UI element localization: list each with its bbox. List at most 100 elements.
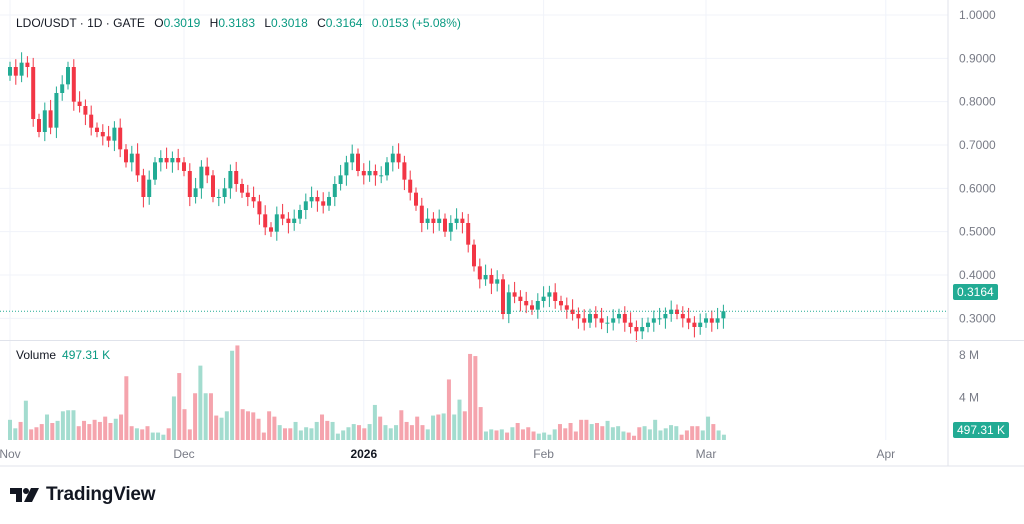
candle-body bbox=[89, 114, 94, 128]
candle-body bbox=[651, 318, 656, 323]
candle-body bbox=[350, 153, 355, 163]
candle-body bbox=[460, 218, 465, 223]
volume-bar bbox=[589, 424, 594, 440]
candle-body bbox=[48, 110, 53, 128]
candle-body bbox=[564, 305, 569, 310]
candle-body bbox=[669, 309, 674, 314]
volume-bar bbox=[346, 427, 351, 440]
volume-bar bbox=[103, 416, 108, 440]
candle-body bbox=[559, 301, 563, 306]
candle-body bbox=[66, 67, 70, 85]
candle-body bbox=[576, 314, 581, 319]
brand-name: TradingView bbox=[46, 484, 156, 505]
candle-body bbox=[222, 188, 227, 197]
candle-body bbox=[100, 132, 105, 137]
volume-value: 497.31 K bbox=[62, 348, 111, 362]
volume-bar bbox=[605, 420, 610, 440]
candle-body bbox=[680, 314, 685, 319]
volume-bar bbox=[92, 419, 97, 440]
candle-body bbox=[182, 162, 186, 171]
candle-body bbox=[170, 158, 175, 163]
symbol-label[interactable]: LDO/USDT · 1D · GATE bbox=[16, 16, 145, 30]
volume-bar bbox=[669, 425, 674, 440]
volume-bar bbox=[314, 421, 319, 440]
volume-bar bbox=[108, 423, 113, 440]
candle-body bbox=[19, 62, 24, 76]
volume-bar bbox=[240, 409, 245, 440]
volume-bar bbox=[208, 393, 213, 440]
candle-body bbox=[309, 197, 314, 202]
volume-bar bbox=[304, 427, 309, 440]
volume-bar bbox=[700, 430, 705, 440]
volume-bar bbox=[473, 356, 478, 440]
volume-bar bbox=[621, 431, 626, 440]
volume-bar bbox=[557, 424, 562, 440]
candle-body bbox=[640, 327, 645, 332]
volume-bar bbox=[674, 426, 679, 440]
high-value: 0.3183 bbox=[218, 16, 256, 30]
candle-body bbox=[657, 318, 662, 320]
volume-bar bbox=[357, 425, 362, 440]
candle-body bbox=[535, 301, 540, 310]
volume-bar bbox=[60, 411, 65, 440]
volume-bar bbox=[584, 419, 589, 440]
volume-bar bbox=[29, 429, 34, 440]
candle-body bbox=[31, 67, 36, 119]
candle-body bbox=[205, 166, 210, 176]
candle-body bbox=[617, 314, 621, 319]
candle-body bbox=[54, 93, 59, 128]
volume-bar bbox=[325, 420, 330, 440]
volume-bar bbox=[335, 433, 340, 440]
candle-body bbox=[83, 106, 88, 115]
volume-label[interactable]: Volume bbox=[16, 348, 57, 362]
candle-body bbox=[315, 197, 320, 202]
candle-body bbox=[518, 296, 523, 301]
volume-bar bbox=[203, 393, 208, 440]
candle-body bbox=[663, 314, 668, 319]
volume-bar bbox=[18, 421, 23, 440]
candle-body bbox=[292, 218, 297, 223]
volume-bar bbox=[39, 424, 44, 440]
volume-bar bbox=[653, 419, 658, 440]
candle-body bbox=[327, 197, 331, 206]
volume-bar bbox=[71, 410, 76, 440]
change-value: 0.0153 (+5.08%) bbox=[371, 16, 461, 30]
volume-bar bbox=[679, 434, 684, 440]
volume-bar bbox=[383, 425, 388, 440]
candle-body bbox=[605, 322, 610, 324]
price-tick-label: 0.9000 bbox=[959, 51, 996, 65]
candle-body bbox=[396, 153, 401, 163]
volume-bar bbox=[409, 425, 414, 440]
volume-tick-label: 8 M bbox=[959, 348, 979, 362]
volume-bar bbox=[119, 414, 124, 440]
volume-bar bbox=[76, 426, 81, 440]
volume-bar bbox=[378, 416, 383, 440]
volume-bar bbox=[531, 431, 536, 440]
tradingview-brand[interactable]: TradingView bbox=[10, 484, 156, 506]
candle-body bbox=[709, 318, 714, 323]
candle-body bbox=[176, 158, 181, 163]
volume-legend: Volume 497.31 K bbox=[16, 348, 110, 362]
candle-body bbox=[42, 110, 47, 132]
candle-body bbox=[147, 179, 152, 197]
volume-bar bbox=[298, 430, 303, 440]
volume-bar bbox=[45, 414, 50, 440]
price-tick-label: 0.3000 bbox=[959, 311, 996, 325]
volume-bar bbox=[457, 399, 462, 440]
volume-bar bbox=[462, 411, 467, 440]
candle-body bbox=[199, 166, 204, 189]
volume-bar bbox=[34, 427, 39, 440]
candle-body bbox=[524, 301, 529, 306]
volume-bar bbox=[573, 431, 578, 440]
candle-body bbox=[582, 318, 587, 323]
tradingview-logo-icon bbox=[10, 488, 39, 502]
volume-bars bbox=[8, 345, 726, 440]
candle-body bbox=[704, 318, 708, 323]
candle-body bbox=[234, 171, 239, 184]
volume-bar bbox=[684, 430, 689, 440]
candle-body bbox=[443, 218, 447, 232]
volume-bar bbox=[150, 432, 155, 440]
candle-body bbox=[211, 175, 215, 197]
volume-bar bbox=[362, 428, 367, 440]
